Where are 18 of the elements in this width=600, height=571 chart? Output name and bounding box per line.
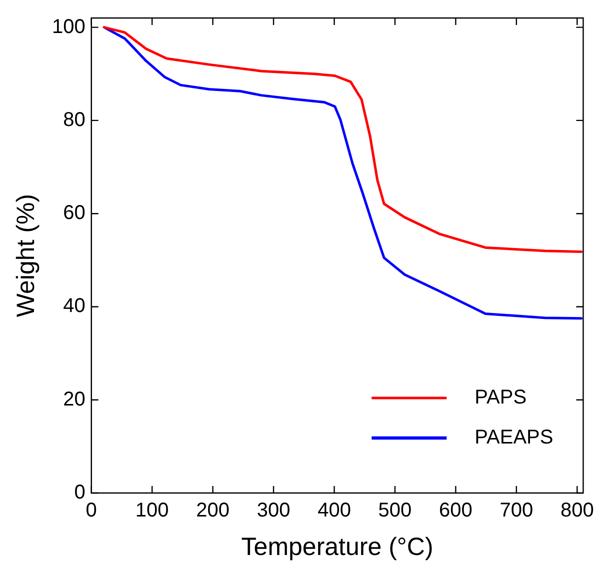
- x-axis-title: Temperature (°C): [241, 532, 434, 561]
- y-tick-label: 40: [63, 295, 86, 318]
- x-tick-label: 100: [135, 500, 169, 522]
- x-tick-label: 500: [378, 500, 412, 522]
- x-tick-label: 300: [256, 500, 290, 522]
- x-tick-label: 200: [196, 500, 230, 522]
- x-tick-label: 700: [500, 500, 534, 522]
- y-tick-label: 0: [74, 482, 86, 504]
- x-tick-label: 400: [318, 500, 351, 522]
- y-tick-label: 20: [63, 388, 86, 410]
- y-tick-label: 80: [63, 108, 86, 131]
- x-tick-label: 800: [560, 500, 594, 522]
- legend-label: PAPS: [474, 386, 527, 409]
- y-tick-label: 100: [52, 16, 86, 38]
- y-tick-label: 60: [63, 202, 86, 224]
- legend-label: PAEAPS: [474, 426, 554, 449]
- x-tick-label: 600: [439, 500, 472, 522]
- y-axis-title: Weight (%): [12, 194, 40, 318]
